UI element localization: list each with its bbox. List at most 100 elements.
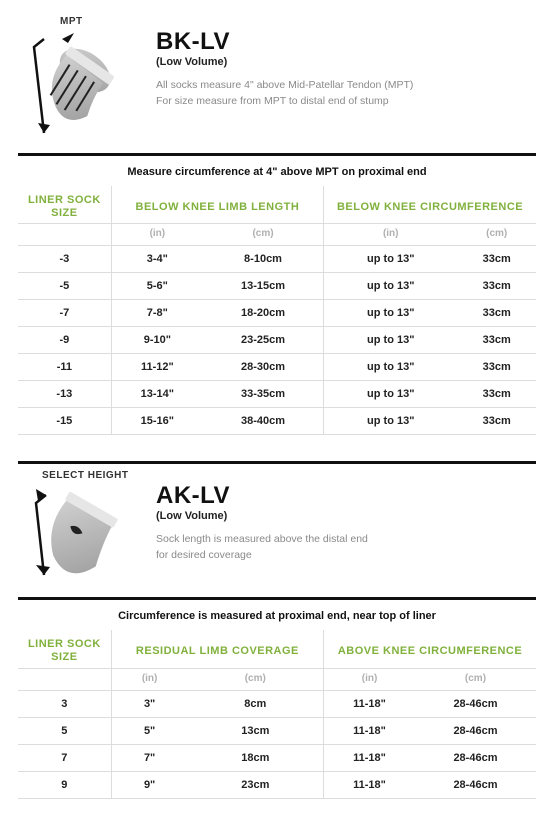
bk-desc2: For size measure from MPT to distal end … — [156, 94, 536, 110]
ak-sock-icon — [18, 483, 138, 583]
unit-in: (in) — [111, 668, 187, 690]
cell-circ-cm: 33cm — [457, 300, 536, 327]
cell-len-cm: 13cm — [187, 717, 323, 744]
bk-title: BK-LV — [156, 30, 536, 54]
cell-len-cm: 38-40cm — [203, 408, 324, 435]
cell-len-in: 5-6" — [111, 273, 203, 300]
cell-size: -7 — [18, 300, 111, 327]
cell-circ-cm: 33cm — [457, 408, 536, 435]
ak-size-table: LINER SOCK SIZE RESIDUAL LIMB COVERAGE A… — [18, 630, 536, 798]
col-size: LINER SOCK SIZE — [18, 630, 111, 668]
cell-circ-cm: 28-46cm — [415, 690, 536, 717]
cell-circ-cm: 33cm — [457, 381, 536, 408]
cell-circ-in: 11-18" — [324, 744, 415, 771]
table-row: -1515-16"38-40cmup to 13"33cm — [18, 408, 536, 435]
table-row: 77"18cm11-18"28-46cm — [18, 744, 536, 771]
cell-size: 7 — [18, 744, 111, 771]
cell-circ-in: 11-18" — [324, 771, 415, 798]
cell-len-in: 15-16" — [111, 408, 203, 435]
cell-circ-cm: 33cm — [457, 327, 536, 354]
col-circ: ABOVE KNEE CIRCUMFERENCE — [324, 630, 536, 668]
bk-sock-icon — [18, 29, 138, 139]
cell-circ-cm: 28-46cm — [415, 717, 536, 744]
cell-circ-in: 11-18" — [324, 690, 415, 717]
ak-title-block: AK-LV (Low Volume) Sock length is measur… — [156, 470, 536, 564]
cell-len-in: 5" — [111, 717, 187, 744]
unit-in: (in) — [111, 224, 203, 246]
unit-cm: (cm) — [415, 668, 536, 690]
cell-size: -15 — [18, 408, 111, 435]
cell-len-cm: 28-30cm — [203, 354, 324, 381]
cell-circ-in: up to 13" — [324, 354, 458, 381]
cell-circ-in: up to 13" — [324, 327, 458, 354]
unit-cm: (cm) — [457, 224, 536, 246]
ak-table-caption: Circumference is measured at proximal en… — [18, 600, 536, 630]
cell-circ-in: 11-18" — [324, 717, 415, 744]
unit-cm: (cm) — [187, 668, 323, 690]
bk-header: MPT — [18, 10, 536, 153]
ak-section: SELECT HEIGHT AK-LV (Low — [18, 464, 536, 798]
col-circ: BELOW KNEE CIRCUMFERENCE — [324, 186, 536, 224]
ak-header: SELECT HEIGHT AK-LV (Low — [18, 464, 536, 597]
table-row: -1111-12"28-30cmup to 13"33cm — [18, 354, 536, 381]
table-row: -99-10"23-25cmup to 13"33cm — [18, 327, 536, 354]
table-row: -55-6"13-15cmup to 13"33cm — [18, 273, 536, 300]
ak-fig-label: SELECT HEIGHT — [18, 470, 138, 481]
cell-circ-cm: 33cm — [457, 354, 536, 381]
cell-len-in: 3" — [111, 690, 187, 717]
unit-row: (in) (cm) (in) (cm) — [18, 224, 536, 246]
col-length: RESIDUAL LIMB COVERAGE — [111, 630, 323, 668]
cell-size: -3 — [18, 246, 111, 273]
cell-size: 3 — [18, 690, 111, 717]
ak-sock-figure: SELECT HEIGHT — [18, 470, 138, 583]
cell-size: -13 — [18, 381, 111, 408]
cell-size: -9 — [18, 327, 111, 354]
cell-len-cm: 13-15cm — [203, 273, 324, 300]
table-row: 99"23cm11-18"28-46cm — [18, 771, 536, 798]
cell-len-cm: 8cm — [187, 690, 323, 717]
bk-sock-figure: MPT — [18, 16, 138, 139]
cell-len-cm: 23-25cm — [203, 327, 324, 354]
bk-fig-label: MPT — [18, 16, 138, 27]
cell-len-in: 9-10" — [111, 327, 203, 354]
cell-size: 9 — [18, 771, 111, 798]
col-size: LINER SOCK SIZE — [18, 186, 111, 224]
cell-circ-cm: 28-46cm — [415, 744, 536, 771]
cell-len-cm: 18-20cm — [203, 300, 324, 327]
cell-len-cm: 23cm — [187, 771, 323, 798]
bk-section: MPT — [18, 10, 536, 435]
table-row: -1313-14"33-35cmup to 13"33cm — [18, 381, 536, 408]
cell-len-in: 7" — [111, 744, 187, 771]
bk-size-table: LINER SOCK SIZE BELOW KNEE LIMB LENGTH B… — [18, 186, 536, 435]
cell-len-in: 3-4" — [111, 246, 203, 273]
ak-desc2: for desired coverage — [156, 548, 536, 564]
cell-len-cm: 8-10cm — [203, 246, 324, 273]
unit-cm: (cm) — [203, 224, 324, 246]
cell-size: -5 — [18, 273, 111, 300]
unit-in: (in) — [324, 668, 415, 690]
cell-circ-in: up to 13" — [324, 273, 458, 300]
unit-row: (in) (cm) (in) (cm) — [18, 668, 536, 690]
cell-size: -11 — [18, 354, 111, 381]
ak-desc1: Sock length is measured above the distal… — [156, 532, 536, 548]
cell-circ-cm: 33cm — [457, 273, 536, 300]
cell-len-in: 11-12" — [111, 354, 203, 381]
ak-subtitle: (Low Volume) — [156, 510, 536, 522]
cell-size: 5 — [18, 717, 111, 744]
cell-circ-in: up to 13" — [324, 246, 458, 273]
bk-desc1: All socks measure 4" above Mid-Patellar … — [156, 78, 536, 94]
cell-circ-in: up to 13" — [324, 300, 458, 327]
cell-circ-cm: 28-46cm — [415, 771, 536, 798]
bk-title-block: BK-LV (Low Volume) All socks measure 4" … — [156, 16, 536, 110]
cell-circ-in: up to 13" — [324, 408, 458, 435]
bk-subtitle: (Low Volume) — [156, 56, 536, 68]
table-row: 55"13cm11-18"28-46cm — [18, 717, 536, 744]
unit-in: (in) — [324, 224, 458, 246]
col-length: BELOW KNEE LIMB LENGTH — [111, 186, 323, 224]
cell-len-in: 13-14" — [111, 381, 203, 408]
cell-circ-in: up to 13" — [324, 381, 458, 408]
table-row: -33-4"8-10cmup to 13"33cm — [18, 246, 536, 273]
cell-circ-cm: 33cm — [457, 246, 536, 273]
ak-title: AK-LV — [156, 484, 536, 508]
cell-len-in: 7-8" — [111, 300, 203, 327]
